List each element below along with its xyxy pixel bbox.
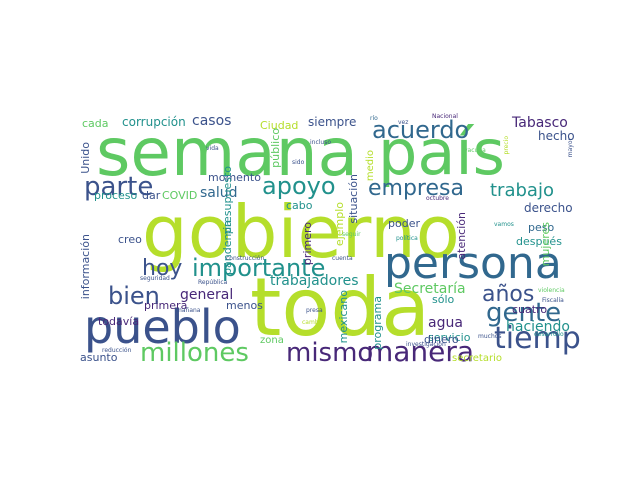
word-vamos: vamos xyxy=(494,221,514,228)
word-secretaria: Secretaría xyxy=(394,281,466,297)
word-semana: semana xyxy=(96,114,359,191)
word-atencion: atención xyxy=(455,212,468,260)
word-millones: millones xyxy=(140,338,249,368)
word-gobierno: gobierno xyxy=(142,190,460,274)
word-ciudad: Ciudad xyxy=(260,119,299,132)
word-haciendo: haciendo xyxy=(506,319,570,335)
word-cuenta: cuenta xyxy=(332,255,353,262)
word-acuerdo: acuerdo xyxy=(372,116,470,144)
word-cambio: cambio xyxy=(302,319,324,326)
word-despues: después xyxy=(516,235,562,248)
word-siempre: siempre xyxy=(308,115,357,129)
word-covid: COVID xyxy=(162,189,198,202)
word-informacion: información xyxy=(80,234,92,300)
word-tabasco: Tabasco xyxy=(512,115,568,131)
word-general: general xyxy=(180,287,234,303)
word-pais: país xyxy=(378,116,505,189)
word-menos: menos xyxy=(226,299,263,312)
word-mexicano: mexicano xyxy=(337,290,350,344)
word-todavia: todavía xyxy=(98,315,140,328)
word-muchos: muchos xyxy=(478,333,502,340)
word-cloud: gobierno semana país toda persona pueblo… xyxy=(80,108,580,374)
word-octubre: octubre xyxy=(426,195,449,202)
word-casos: casos xyxy=(192,113,232,129)
word-pueblo: pueblo xyxy=(84,300,241,354)
word-mismo: mismo xyxy=(286,338,374,368)
word-construccion: construcción xyxy=(226,255,265,262)
word-fiscalia: Fiscalía xyxy=(542,297,564,304)
word-trabajadores: trabajadores xyxy=(270,273,359,289)
word-vida: vida xyxy=(206,145,219,152)
word-parte: parte xyxy=(84,172,154,202)
word-vacuna: vacuna xyxy=(464,147,486,154)
word-servicio: servicio xyxy=(428,331,471,344)
word-manera: manera xyxy=(366,335,475,368)
word-programa: programa xyxy=(371,296,384,350)
word-salud: salud xyxy=(200,185,238,201)
word-primera: primera xyxy=(144,299,188,312)
word-ejemplo: ejemplo xyxy=(333,202,346,247)
word-violencia: violencia xyxy=(538,287,565,294)
word-bien: bien xyxy=(108,282,160,310)
word-republica: República xyxy=(198,279,228,286)
word-tiempo: tiempo xyxy=(494,321,580,356)
word-unido: Unido xyxy=(80,142,92,174)
word-apoyo: apoyo xyxy=(262,172,336,200)
word-manana: mañana xyxy=(176,307,201,314)
word-medio: medio xyxy=(365,150,376,182)
word-anos: años xyxy=(482,282,535,307)
word-corrupcion: corrupción xyxy=(122,115,186,129)
word-presa: presa xyxy=(306,307,323,314)
word-solo: sólo xyxy=(432,293,455,306)
word-cabo: cabo xyxy=(286,199,313,212)
word-situacion: situación xyxy=(347,174,360,224)
word-pandemia: pandemia xyxy=(221,220,234,275)
word-persona: persona xyxy=(384,238,562,289)
word-peso: peso xyxy=(528,221,555,234)
word-dar: dar xyxy=(142,189,161,202)
word-nacional: Nacional xyxy=(432,113,458,120)
word-incluso: incluso xyxy=(310,139,332,146)
word-vez: vez xyxy=(398,119,409,126)
word-publico: público xyxy=(269,128,282,168)
word-proceso: proceso xyxy=(94,189,138,202)
word-precio: precio xyxy=(503,136,510,155)
word-derecho: derecho xyxy=(524,201,573,215)
word-dinero: dinero xyxy=(424,333,459,346)
word-hecho: hecho xyxy=(538,129,575,143)
word-mujeres: mujeres xyxy=(539,222,552,267)
word-cuatro: cuatro xyxy=(512,303,548,316)
word-agua: agua xyxy=(428,315,463,331)
word-cada: cada xyxy=(82,117,109,130)
word-momento: momento xyxy=(208,171,261,184)
word-mayor: mayor xyxy=(567,138,574,158)
word-sido: sido xyxy=(292,159,305,166)
word-primero: primero xyxy=(301,222,314,266)
word-importante: importante xyxy=(192,254,326,282)
word-creo: creo xyxy=(118,233,142,246)
word-hoy: hoy xyxy=(142,256,183,281)
word-toda: toda xyxy=(250,261,431,354)
word-reduccion: reducción xyxy=(102,347,132,354)
word-secretario: secretario xyxy=(452,353,502,364)
word-asunto: asunto xyxy=(80,351,118,364)
word-empresa: empresa xyxy=(368,176,464,201)
word-desarrollo: desarrollo xyxy=(534,331,564,338)
word-poder: poder xyxy=(388,217,420,230)
word-trabajo: trabajo xyxy=(490,180,554,201)
word-gente: gente xyxy=(486,298,562,328)
word-zona: zona xyxy=(260,335,284,346)
word-rio: río xyxy=(370,115,378,122)
word-seguridad: seguridad xyxy=(140,275,170,282)
word-politica: política xyxy=(396,235,418,242)
word-investigacion: investigación xyxy=(406,341,446,348)
word-seguir: seguir xyxy=(342,231,361,238)
